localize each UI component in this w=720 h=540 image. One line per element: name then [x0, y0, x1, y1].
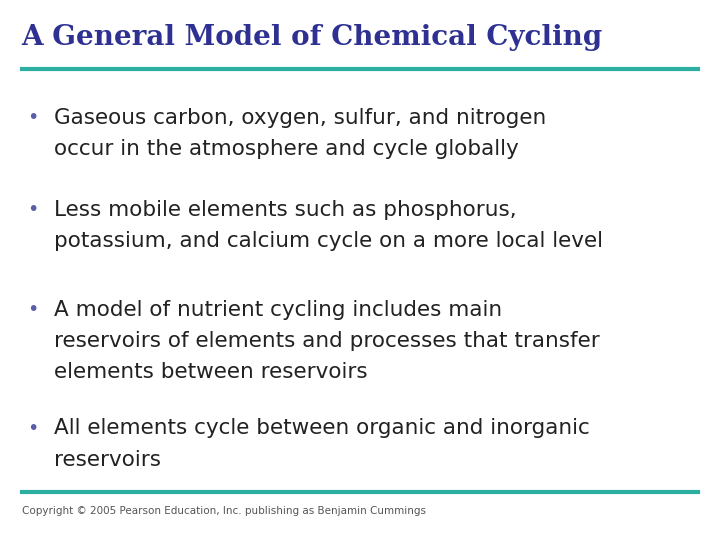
Text: A model of nutrient cycling includes main: A model of nutrient cycling includes mai…: [54, 300, 502, 320]
Text: reservoirs: reservoirs: [54, 450, 161, 470]
Text: reservoirs of elements and processes that transfer: reservoirs of elements and processes tha…: [54, 331, 600, 351]
Text: All elements cycle between organic and inorganic: All elements cycle between organic and i…: [54, 418, 590, 438]
Text: •: •: [27, 418, 38, 437]
Text: occur in the atmosphere and cycle globally: occur in the atmosphere and cycle global…: [54, 139, 518, 159]
Text: potassium, and calcium cycle on a more local level: potassium, and calcium cycle on a more l…: [54, 231, 603, 251]
Text: elements between reservoirs: elements between reservoirs: [54, 362, 368, 382]
Text: Copyright © 2005 Pearson Education, Inc. publishing as Benjamin Cummings: Copyright © 2005 Pearson Education, Inc.…: [22, 505, 426, 516]
Text: A General Model of Chemical Cycling: A General Model of Chemical Cycling: [22, 24, 603, 51]
Text: •: •: [27, 300, 38, 319]
Text: Less mobile elements such as phosphorus,: Less mobile elements such as phosphorus,: [54, 200, 517, 220]
Text: •: •: [27, 108, 38, 127]
Text: •: •: [27, 200, 38, 219]
Text: Gaseous carbon, oxygen, sulfur, and nitrogen: Gaseous carbon, oxygen, sulfur, and nitr…: [54, 108, 546, 128]
